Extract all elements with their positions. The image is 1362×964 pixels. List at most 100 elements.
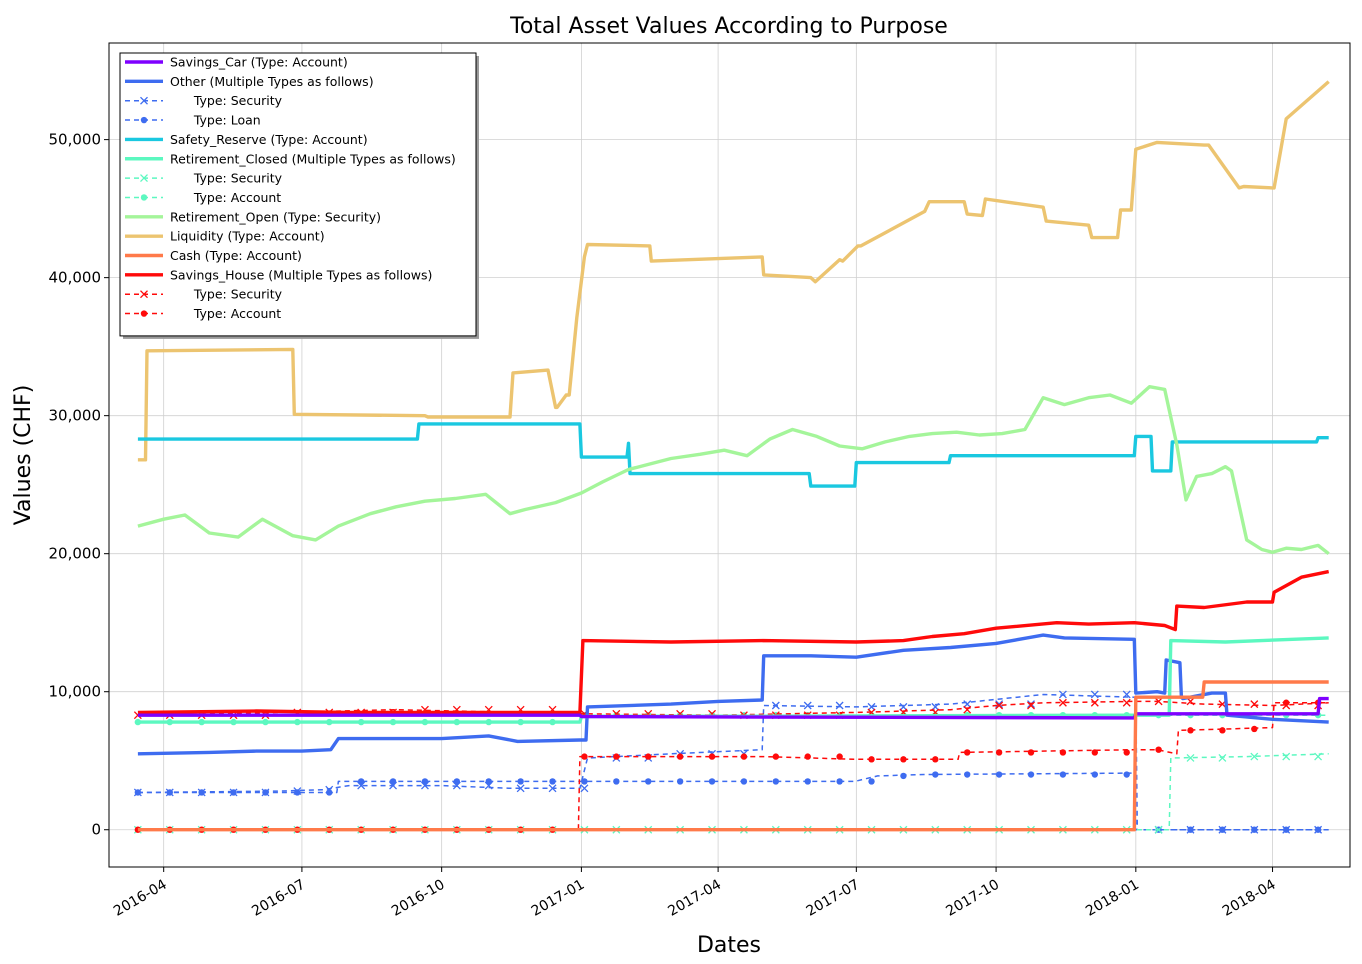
legend-entry: Type: Security xyxy=(125,93,283,108)
data-point xyxy=(516,784,525,793)
legend-label: Safety_Reserve (Type: Account) xyxy=(170,132,368,147)
data-point xyxy=(835,701,844,710)
chart-title: Total Asset Values According to Purpose xyxy=(509,14,948,39)
data-point xyxy=(1155,746,1162,753)
data-point xyxy=(995,700,1004,709)
data-point xyxy=(1059,771,1067,778)
legend-label: Cash (Type: Account) xyxy=(170,248,302,263)
data-point xyxy=(1154,697,1163,706)
legend-label: Liquidity (Type: Account) xyxy=(170,229,325,244)
legend-box xyxy=(119,52,477,337)
y-tick-label: 0 xyxy=(91,821,101,839)
y-tick-label: 10,000 xyxy=(49,683,102,701)
data-point xyxy=(1218,754,1227,762)
legend-entry: Type: Security xyxy=(125,171,283,186)
y-tick-label: 20,000 xyxy=(49,545,102,563)
legend-entry: Liquidity (Type: Account) xyxy=(125,229,325,244)
data-point xyxy=(1027,771,1035,778)
legend-marker xyxy=(140,194,148,201)
data-point xyxy=(804,753,811,760)
legend-entry: Retirement_Open (Type: Security) xyxy=(125,209,381,224)
data-point xyxy=(1251,725,1258,733)
legend-label: Type: Loan xyxy=(170,113,261,128)
data-point xyxy=(549,778,556,785)
data-point xyxy=(580,784,589,793)
series-safety-reserve-type-account- xyxy=(137,422,1329,488)
legend-label: Retirement_Closed (Multiple Types as fol… xyxy=(170,151,456,166)
legend-marker xyxy=(140,96,148,105)
data-point xyxy=(613,753,620,760)
data-point xyxy=(166,789,173,796)
legend-marker xyxy=(140,290,148,299)
legend-label: Type: Security xyxy=(170,171,283,186)
legend-marker xyxy=(140,310,148,317)
legend-label: Savings_House (Multiple Types as follows… xyxy=(170,267,432,282)
data-point xyxy=(1186,754,1195,762)
series-line xyxy=(137,385,1330,556)
legend-entry: Savings_Car (Type: Account) xyxy=(125,55,348,70)
data-point xyxy=(262,789,269,796)
data-point xyxy=(740,778,748,785)
legend-label: Savings_Car (Type: Account) xyxy=(170,55,348,70)
data-point xyxy=(676,753,684,760)
data-point xyxy=(1059,749,1067,756)
data-point xyxy=(421,778,429,785)
data-point xyxy=(1314,752,1323,761)
data-point xyxy=(1122,690,1131,699)
data-point xyxy=(134,789,142,796)
legend-label: Type: Security xyxy=(170,93,283,108)
data-point xyxy=(1027,749,1035,756)
data-point xyxy=(1123,749,1130,756)
data-point xyxy=(1187,826,1194,833)
series-line xyxy=(137,700,1329,716)
data-point xyxy=(771,701,780,710)
data-point xyxy=(995,701,1004,710)
data-point xyxy=(1219,727,1226,734)
data-point xyxy=(1187,727,1194,734)
data-point xyxy=(485,778,492,785)
data-point xyxy=(1090,698,1099,707)
data-point xyxy=(772,778,780,785)
data-point xyxy=(900,756,907,763)
series-cash-type-account- xyxy=(137,680,1329,832)
data-point xyxy=(964,749,971,756)
legend-label: Other (Multiple Types as follows) xyxy=(170,74,374,89)
series-liquidity-type-account- xyxy=(137,80,1330,462)
data-point xyxy=(1251,826,1258,833)
data-point xyxy=(995,771,1003,778)
data-point xyxy=(1250,752,1259,761)
data-point xyxy=(294,789,301,796)
series-line xyxy=(137,569,1330,715)
data-point xyxy=(517,778,524,785)
legend-entry: Type: Security xyxy=(125,287,283,302)
data-point xyxy=(1283,699,1290,706)
data-point xyxy=(1090,690,1099,699)
data-point xyxy=(868,756,875,763)
data-point xyxy=(548,784,557,793)
series-group xyxy=(133,80,1330,834)
data-point xyxy=(230,789,237,796)
data-point xyxy=(1091,749,1099,756)
legend-label: Type: Account xyxy=(170,190,281,205)
data-point xyxy=(803,701,812,710)
data-point xyxy=(836,753,843,760)
data-point xyxy=(963,705,972,714)
data-point xyxy=(1250,700,1259,709)
data-point xyxy=(198,789,205,796)
legend-entry: Type: Account xyxy=(125,306,281,321)
x-axis-label: Dates xyxy=(697,933,761,958)
legend-entry: Savings_House (Multiple Types as follows… xyxy=(125,267,432,282)
data-point xyxy=(740,753,748,760)
legend-entry: Type: Loan xyxy=(125,113,261,128)
y-tick-label: 40,000 xyxy=(49,269,102,287)
series-retirement-open-type-security- xyxy=(137,385,1330,556)
data-point xyxy=(1283,826,1290,833)
legend-entry: Cash (Type: Account) xyxy=(125,248,302,263)
data-point xyxy=(708,778,716,785)
data-point xyxy=(1123,771,1130,778)
data-point xyxy=(1282,752,1291,761)
legend: Savings_Car (Type: Account) Other (Multip… xyxy=(119,52,479,339)
data-point xyxy=(772,753,780,760)
data-point xyxy=(804,778,811,785)
data-point xyxy=(868,778,875,785)
